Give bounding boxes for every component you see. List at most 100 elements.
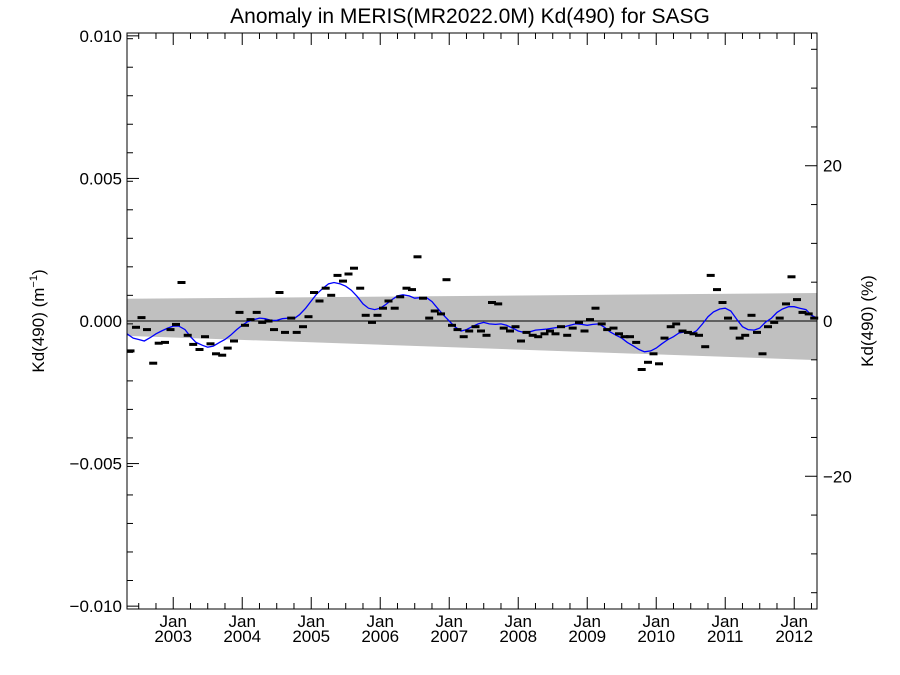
y2-tick-label: 0 [823,312,832,331]
anomaly-mark [327,293,336,297]
y-tick-label: 0.000 [79,312,122,331]
anomaly-mark [741,333,750,337]
anomaly-mark [195,348,204,351]
anomaly-mark [258,320,267,324]
anomaly-mark [368,320,376,324]
anomaly-mark [264,319,273,323]
anomaly-mark [166,328,175,332]
x-tick-month-label: Jan [781,612,808,631]
anomaly-mark [718,301,727,304]
anomaly-mark [482,333,491,337]
anomaly-mark [310,291,318,294]
anomaly-mark [390,306,399,310]
anomaly-mark [672,322,681,326]
anomaly-mark [591,306,600,310]
anomaly-mark [177,281,186,284]
chart-title: Anomaly in MERIS(MR2022.0M) Kd(490) for … [230,5,710,28]
x-tick-year-label: 2005 [292,627,330,646]
x-tick-year-label: 2003 [154,627,192,646]
x-tick-month-label: Jan [574,612,601,631]
anomaly-mark [810,316,819,320]
anomaly-mark [252,310,261,314]
y2-tick-label: 20 [823,157,842,176]
anomaly-mark [477,329,485,333]
anomaly-mark [339,279,347,283]
y-axis-label-right: Kd(490) (%) [858,275,877,367]
x-tick-month-label: Jan [436,612,463,631]
anomaly-mark [299,325,307,329]
anomaly-mark [396,295,405,299]
x-tick-month-label: Jan [712,612,739,631]
x-tick-month-label: Jan [160,612,187,631]
anomaly-mark [793,298,801,302]
anomaly-mark [804,312,813,316]
anomaly-mark [568,326,577,330]
anomaly-mark [442,278,451,282]
anomaly-mark [522,330,531,334]
anomaly-mark [402,286,411,290]
anomaly-mark [356,286,365,290]
anomaly-mark [660,336,669,340]
anomaly-mark [137,316,146,320]
anomaly-mark [597,322,606,326]
anomaly-mark [275,291,284,294]
anomaly-mark [183,333,192,337]
anomaly-mark [632,340,641,344]
anomaly-mark [649,352,658,356]
anomaly-mark [292,330,301,334]
y-axis-label-left-sup: −1 [28,275,40,288]
anomaly-mark [350,266,358,270]
anomaly-mark [637,368,646,371]
anomaly-mark [448,323,456,327]
anomaly-mark [241,323,249,327]
anomaly-mark [408,288,416,292]
anomaly-mark [172,322,180,326]
anomaly-mark [126,349,135,353]
anomaly-mark [161,340,169,344]
anomaly-mark [770,320,779,324]
anomaly-mark [361,313,370,317]
anomaly-mark [154,341,163,345]
anomaly-mark [246,318,255,322]
x-tick-year-label: 2007 [430,627,468,646]
anomaly-mark [413,255,422,259]
anomaly-mark [201,335,209,339]
anomaly-mark [735,336,744,340]
x-tick-month-label: Jan [367,612,394,631]
anomaly-mark [706,273,715,277]
x-tick-year-label: 2011 [707,627,744,646]
anomaly-mark [551,332,560,336]
anomaly-mark [775,316,784,320]
anomaly-mark [758,352,767,356]
x-tick-month-label: Jan [505,612,532,631]
anomaly-mark [206,342,215,346]
anomaly-mark [287,316,296,320]
tick-layer: −0.010−0.0050.0000.0050.010−20020Jan2003… [70,27,852,646]
y2-tick-label: −20 [823,467,852,486]
anomaly-mark [223,346,232,350]
x-tick-month-label: Jan [298,612,325,631]
anomaly-mark [304,315,313,319]
anomaly-mark [471,325,480,329]
anomaly-mark [695,333,703,337]
anomaly-mark [609,326,618,330]
anomaly-mark [235,310,244,314]
anomaly-mark [546,329,554,333]
anomaly-mark [764,325,772,329]
anomaly-mark [333,273,342,277]
anomaly-mark [528,333,537,337]
x-tick-year-label: 2008 [499,627,537,646]
anomaly-mark [430,309,439,313]
x-tick-year-label: 2012 [775,627,813,646]
anomaly-mark [189,342,198,346]
anomaly-mark [684,330,692,334]
anomaly-mark [580,329,589,333]
anomaly-mark [798,310,807,314]
anomaly-mark [488,301,496,304]
anomaly-mark [270,328,278,332]
anomaly-mark [218,353,227,357]
anomaly-mark [143,328,151,332]
anomaly-mark [655,362,663,366]
anomaly-mark [626,335,634,339]
